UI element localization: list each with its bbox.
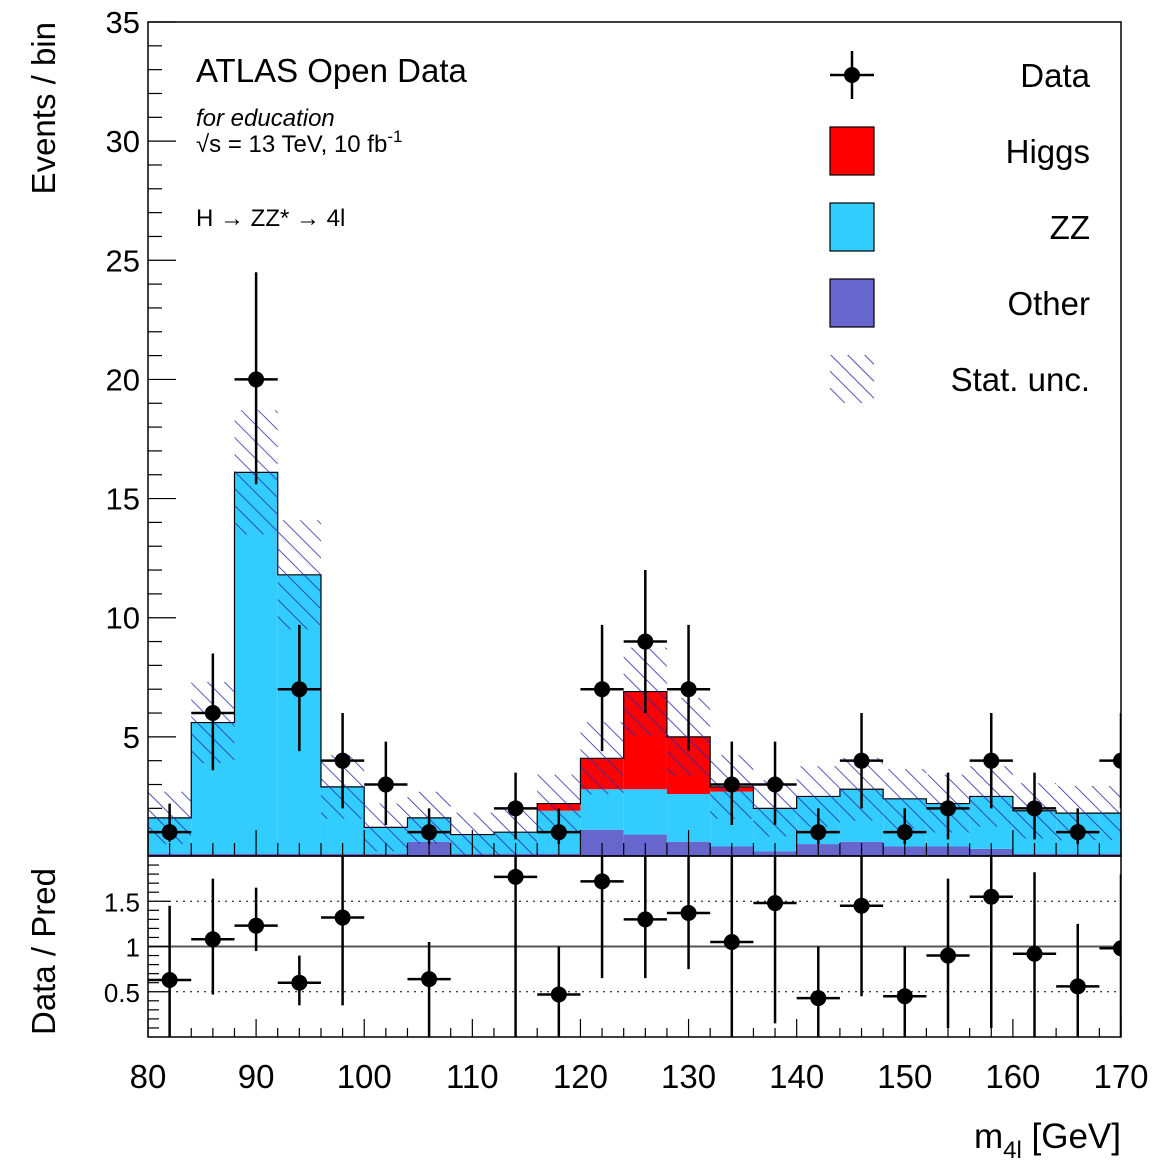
x-tick-label: 150 xyxy=(877,1058,932,1095)
ratio-point xyxy=(723,933,740,950)
ratio-point xyxy=(767,895,784,912)
y-axis-title: Events / bin xyxy=(25,22,62,194)
ratio-point xyxy=(637,911,654,928)
y-tick-label: 35 xyxy=(106,5,140,40)
data-point xyxy=(1069,824,1086,841)
y-tick-label: 10 xyxy=(106,601,140,636)
ratio-tick-label: 1.5 xyxy=(104,887,140,917)
energy-lumi-label: √s = 13 TeV, 10 fb-1 xyxy=(196,127,402,158)
legend-label: Stat. unc. xyxy=(951,361,1090,398)
experiment-title: ATLAS Open Data xyxy=(196,52,468,89)
data-point xyxy=(853,752,870,769)
data-point xyxy=(204,705,221,722)
ratio-point xyxy=(853,897,870,914)
x-tick-label: 110 xyxy=(446,1058,499,1095)
data-point xyxy=(377,776,394,793)
x-tick-label: 90 xyxy=(238,1058,275,1095)
ratio-point xyxy=(550,986,567,1003)
data-point xyxy=(723,776,740,793)
ratio-point xyxy=(680,905,697,922)
x-tick-label: 130 xyxy=(661,1058,716,1095)
data-point xyxy=(550,824,567,841)
ratio-y-axis: 0.5 1 1.5 xyxy=(104,864,170,1029)
data-point xyxy=(1113,752,1121,769)
ratio-point xyxy=(161,971,178,988)
data-point xyxy=(1156,800,1161,816)
ratio-point xyxy=(896,988,913,1005)
ratio-tick-label: 1 xyxy=(126,933,140,963)
zz-bar xyxy=(234,472,278,854)
ratio-point xyxy=(810,990,827,1007)
data-points xyxy=(148,272,1161,845)
data-point xyxy=(680,681,697,698)
data-point xyxy=(248,371,265,388)
process-label: H → ZZ* → 4l xyxy=(196,205,345,232)
data-point xyxy=(940,800,957,817)
energy-lumi-sup: -1 xyxy=(387,127,402,146)
y-tick-label: 20 xyxy=(106,362,140,397)
experiment-subtitle: for education xyxy=(196,105,335,132)
data-point xyxy=(594,681,611,698)
x-axis: 80 90 100 110 120 130 140 150 160 170 xyxy=(130,830,1149,1095)
data-point xyxy=(507,800,524,817)
ratio-point xyxy=(291,974,308,991)
legend-zz-swatch xyxy=(829,202,875,252)
legend-label: ZZ xyxy=(1050,209,1090,246)
stat-unc-bin xyxy=(1099,785,1121,841)
zz-bar xyxy=(623,789,667,835)
legend-data-marker xyxy=(844,67,860,83)
stat-unc-bin xyxy=(277,520,321,630)
data-point xyxy=(983,752,1000,769)
x-tick-label: 80 xyxy=(130,1058,167,1095)
data-point xyxy=(637,633,654,650)
x-axis-title: m4l [GeV] xyxy=(974,1117,1121,1164)
x-tick-label: 140 xyxy=(769,1058,824,1095)
x-tick-label: 170 xyxy=(1093,1058,1148,1095)
main-y-axis: 5 10 15 20 25 30 35 xyxy=(106,5,176,833)
x-tick-label: 100 xyxy=(337,1058,392,1095)
zz-bar xyxy=(580,789,624,830)
y-tick-label: 5 xyxy=(123,720,140,755)
ratio-point xyxy=(983,888,1000,905)
x-tick-label: 160 xyxy=(985,1058,1040,1095)
ratio-point xyxy=(248,917,265,934)
ratio-point xyxy=(507,868,524,885)
legend-unc-swatch xyxy=(830,355,874,403)
data-point xyxy=(1026,800,1043,817)
data-point xyxy=(161,824,178,841)
ratio-tick-label: 0.5 xyxy=(104,978,140,1008)
legend-label: Higgs xyxy=(1006,133,1090,170)
ratio-point xyxy=(1113,940,1121,957)
ratio-y-axis-title: Data / Pred xyxy=(25,868,62,1035)
data-point xyxy=(810,824,827,841)
ratio-point xyxy=(204,931,221,948)
legend-label: Data xyxy=(1020,57,1090,94)
x-axis-title-sub: 4l xyxy=(1003,1137,1022,1164)
data-point xyxy=(421,824,438,841)
ratio-point xyxy=(940,947,957,964)
ratio-point xyxy=(1069,978,1086,995)
ratio-point xyxy=(594,873,611,890)
ratio-point xyxy=(334,909,351,926)
legend-other-swatch xyxy=(829,278,875,328)
y-tick-label: 15 xyxy=(106,482,140,517)
y-tick-label: 30 xyxy=(106,124,140,159)
ratio-point xyxy=(1026,945,1043,962)
legend-higgs-swatch xyxy=(829,126,875,176)
x-tick-label: 120 xyxy=(553,1058,608,1095)
other-bar xyxy=(1099,853,1121,856)
y-tick-label: 25 xyxy=(106,243,140,278)
data-point xyxy=(767,776,784,793)
data-point xyxy=(334,752,351,769)
energy-lumi-text: √s = 13 TeV, 10 fb xyxy=(196,131,387,158)
data-point xyxy=(291,681,308,698)
legend: Data Higgs ZZ Other Stat. unc. xyxy=(829,51,1091,403)
legend-label: Other xyxy=(1007,285,1090,322)
x-axis-title-base: m xyxy=(974,1117,1003,1156)
ratio-reference-lines xyxy=(148,900,1121,993)
ratio-point xyxy=(421,971,438,988)
x-axis-title-unit: [GeV] xyxy=(1022,1117,1121,1156)
ratio-points xyxy=(148,856,1121,1037)
